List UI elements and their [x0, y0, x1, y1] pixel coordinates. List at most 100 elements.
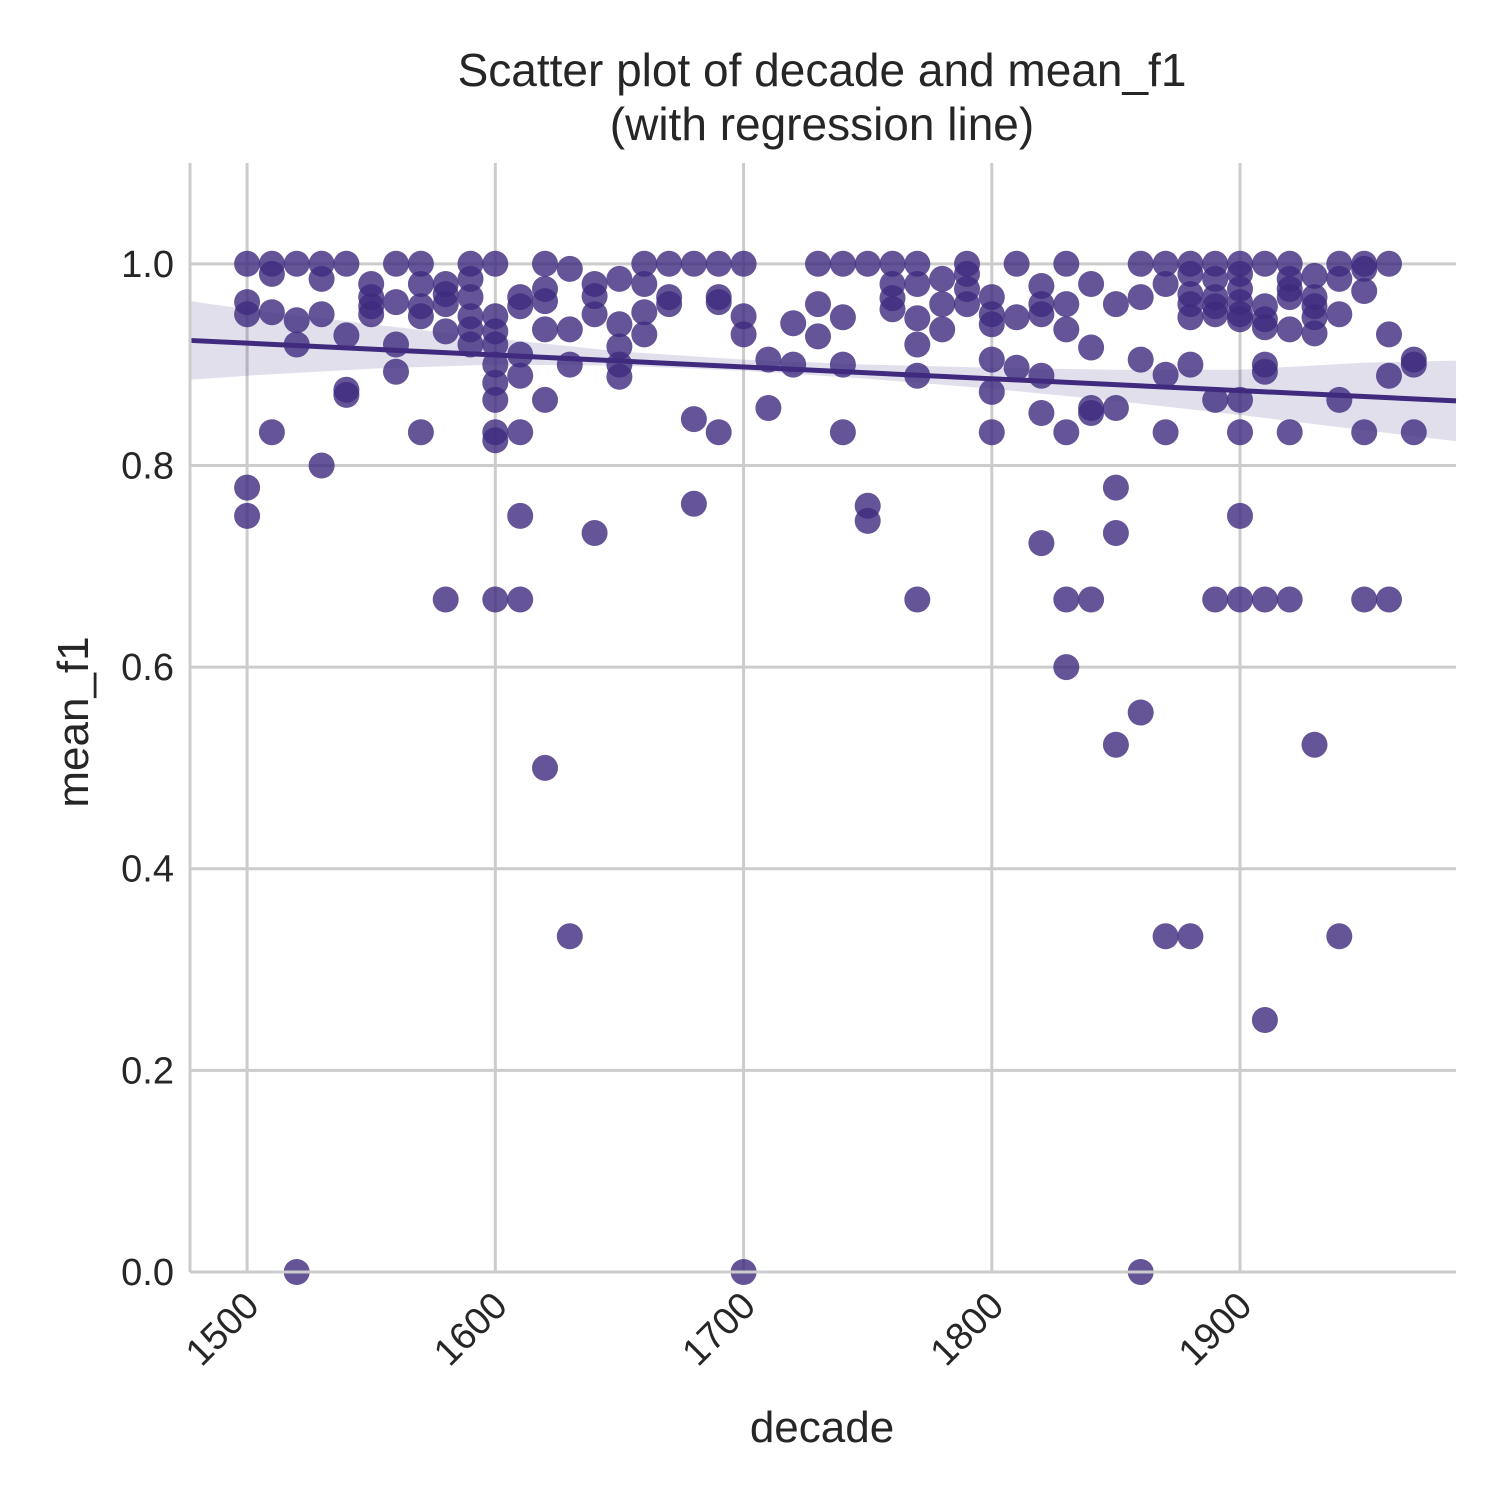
data-point: [656, 291, 683, 318]
data-point: [1400, 351, 1427, 378]
data-point: [904, 305, 931, 332]
data-point: [606, 265, 633, 292]
chart-title: Scatter plot of decade and mean_f1: [458, 44, 1187, 96]
data-point: [1028, 301, 1055, 328]
data-point: [1152, 250, 1179, 277]
data-point: [1326, 301, 1353, 328]
data-point: [333, 322, 360, 349]
data-point: [482, 331, 509, 358]
data-point: [904, 250, 931, 277]
data-point: [606, 363, 633, 390]
data-point: [383, 331, 409, 358]
data-point: [308, 265, 335, 292]
data-point: [780, 310, 807, 337]
data-point: [383, 358, 409, 385]
data-point: [879, 296, 906, 323]
data-point: [1102, 474, 1129, 501]
data-point: [1078, 334, 1105, 361]
data-point: [407, 271, 434, 297]
data-point: [730, 303, 757, 330]
data-point: [904, 586, 931, 613]
data-point: [904, 271, 931, 297]
y-tick-label: 1.0: [121, 244, 174, 286]
data-point: [1003, 354, 1030, 381]
data-point: [482, 386, 509, 413]
data-point: [234, 474, 261, 501]
data-point: [532, 288, 558, 315]
data-point: [1177, 304, 1204, 331]
data-point: [829, 419, 856, 446]
data-point: [457, 331, 484, 358]
data-point: [1028, 362, 1055, 389]
data-point: [1028, 530, 1055, 557]
data-point: [854, 507, 881, 534]
data-point: [978, 378, 1005, 405]
data-point: [308, 301, 335, 328]
x-axis-label: decade: [750, 1403, 894, 1452]
data-point: [507, 502, 534, 529]
data-point: [680, 490, 707, 517]
data-point: [1276, 419, 1303, 446]
data-point: [1177, 923, 1204, 950]
data-point: [258, 299, 285, 326]
data-point: [407, 250, 434, 277]
data-point: [1102, 395, 1129, 421]
data-point: [457, 265, 484, 292]
data-point: [1127, 284, 1154, 311]
data-point: [581, 283, 608, 310]
y-tick-label: 0.6: [121, 647, 174, 689]
data-point: [1326, 386, 1353, 413]
data-point: [432, 291, 459, 318]
data-point: [606, 311, 633, 338]
data-point: [1177, 260, 1204, 287]
data-point: [1276, 284, 1303, 311]
data-point: [1376, 321, 1402, 348]
data-point: [1053, 419, 1080, 446]
data-point: [1400, 419, 1427, 446]
data-point: [631, 299, 658, 326]
data-point: [1053, 654, 1080, 681]
data-point: [532, 386, 558, 413]
data-point: [1251, 314, 1278, 341]
data-point: [1376, 250, 1402, 277]
data-point: [482, 586, 509, 613]
data-point: [1351, 586, 1378, 613]
data-point: [1177, 351, 1204, 378]
data-point: [482, 351, 509, 378]
data-point: [482, 250, 509, 277]
data-point: [1053, 586, 1080, 613]
data-point: [1326, 923, 1353, 950]
data-point: [705, 250, 732, 277]
data-point: [879, 250, 906, 277]
data-point: [1102, 291, 1129, 318]
data-point: [1301, 262, 1328, 289]
data-point: [1251, 586, 1278, 613]
data-point: [978, 346, 1005, 373]
data-point: [1028, 400, 1055, 426]
data-point: [1301, 731, 1328, 758]
data-point: [532, 754, 558, 781]
data-point: [606, 333, 633, 360]
data-point: [556, 923, 583, 950]
data-point: [333, 381, 360, 408]
data-point: [407, 419, 434, 446]
data-point: [556, 255, 583, 282]
data-point: [581, 520, 608, 546]
data-point: [805, 323, 831, 350]
data-point: [1202, 586, 1229, 613]
y-tick-label: 0.4: [121, 849, 174, 891]
data-point: [929, 316, 956, 343]
data-point: [1227, 586, 1253, 613]
data-point: [1127, 699, 1154, 726]
data-point: [1276, 586, 1303, 613]
data-point: [854, 250, 881, 277]
data-point: [929, 265, 956, 292]
data-point: [432, 586, 459, 613]
data-point: [556, 351, 583, 378]
y-tick-label: 0.2: [121, 1050, 174, 1092]
data-point: [1152, 419, 1179, 446]
data-point: [581, 301, 608, 328]
data-point: [358, 301, 385, 328]
